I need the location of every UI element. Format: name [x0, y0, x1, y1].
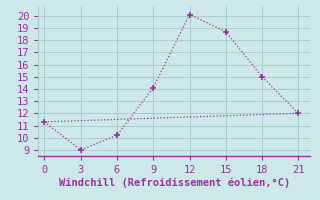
X-axis label: Windchill (Refroidissement éolien,°C): Windchill (Refroidissement éolien,°C) [59, 178, 290, 188]
